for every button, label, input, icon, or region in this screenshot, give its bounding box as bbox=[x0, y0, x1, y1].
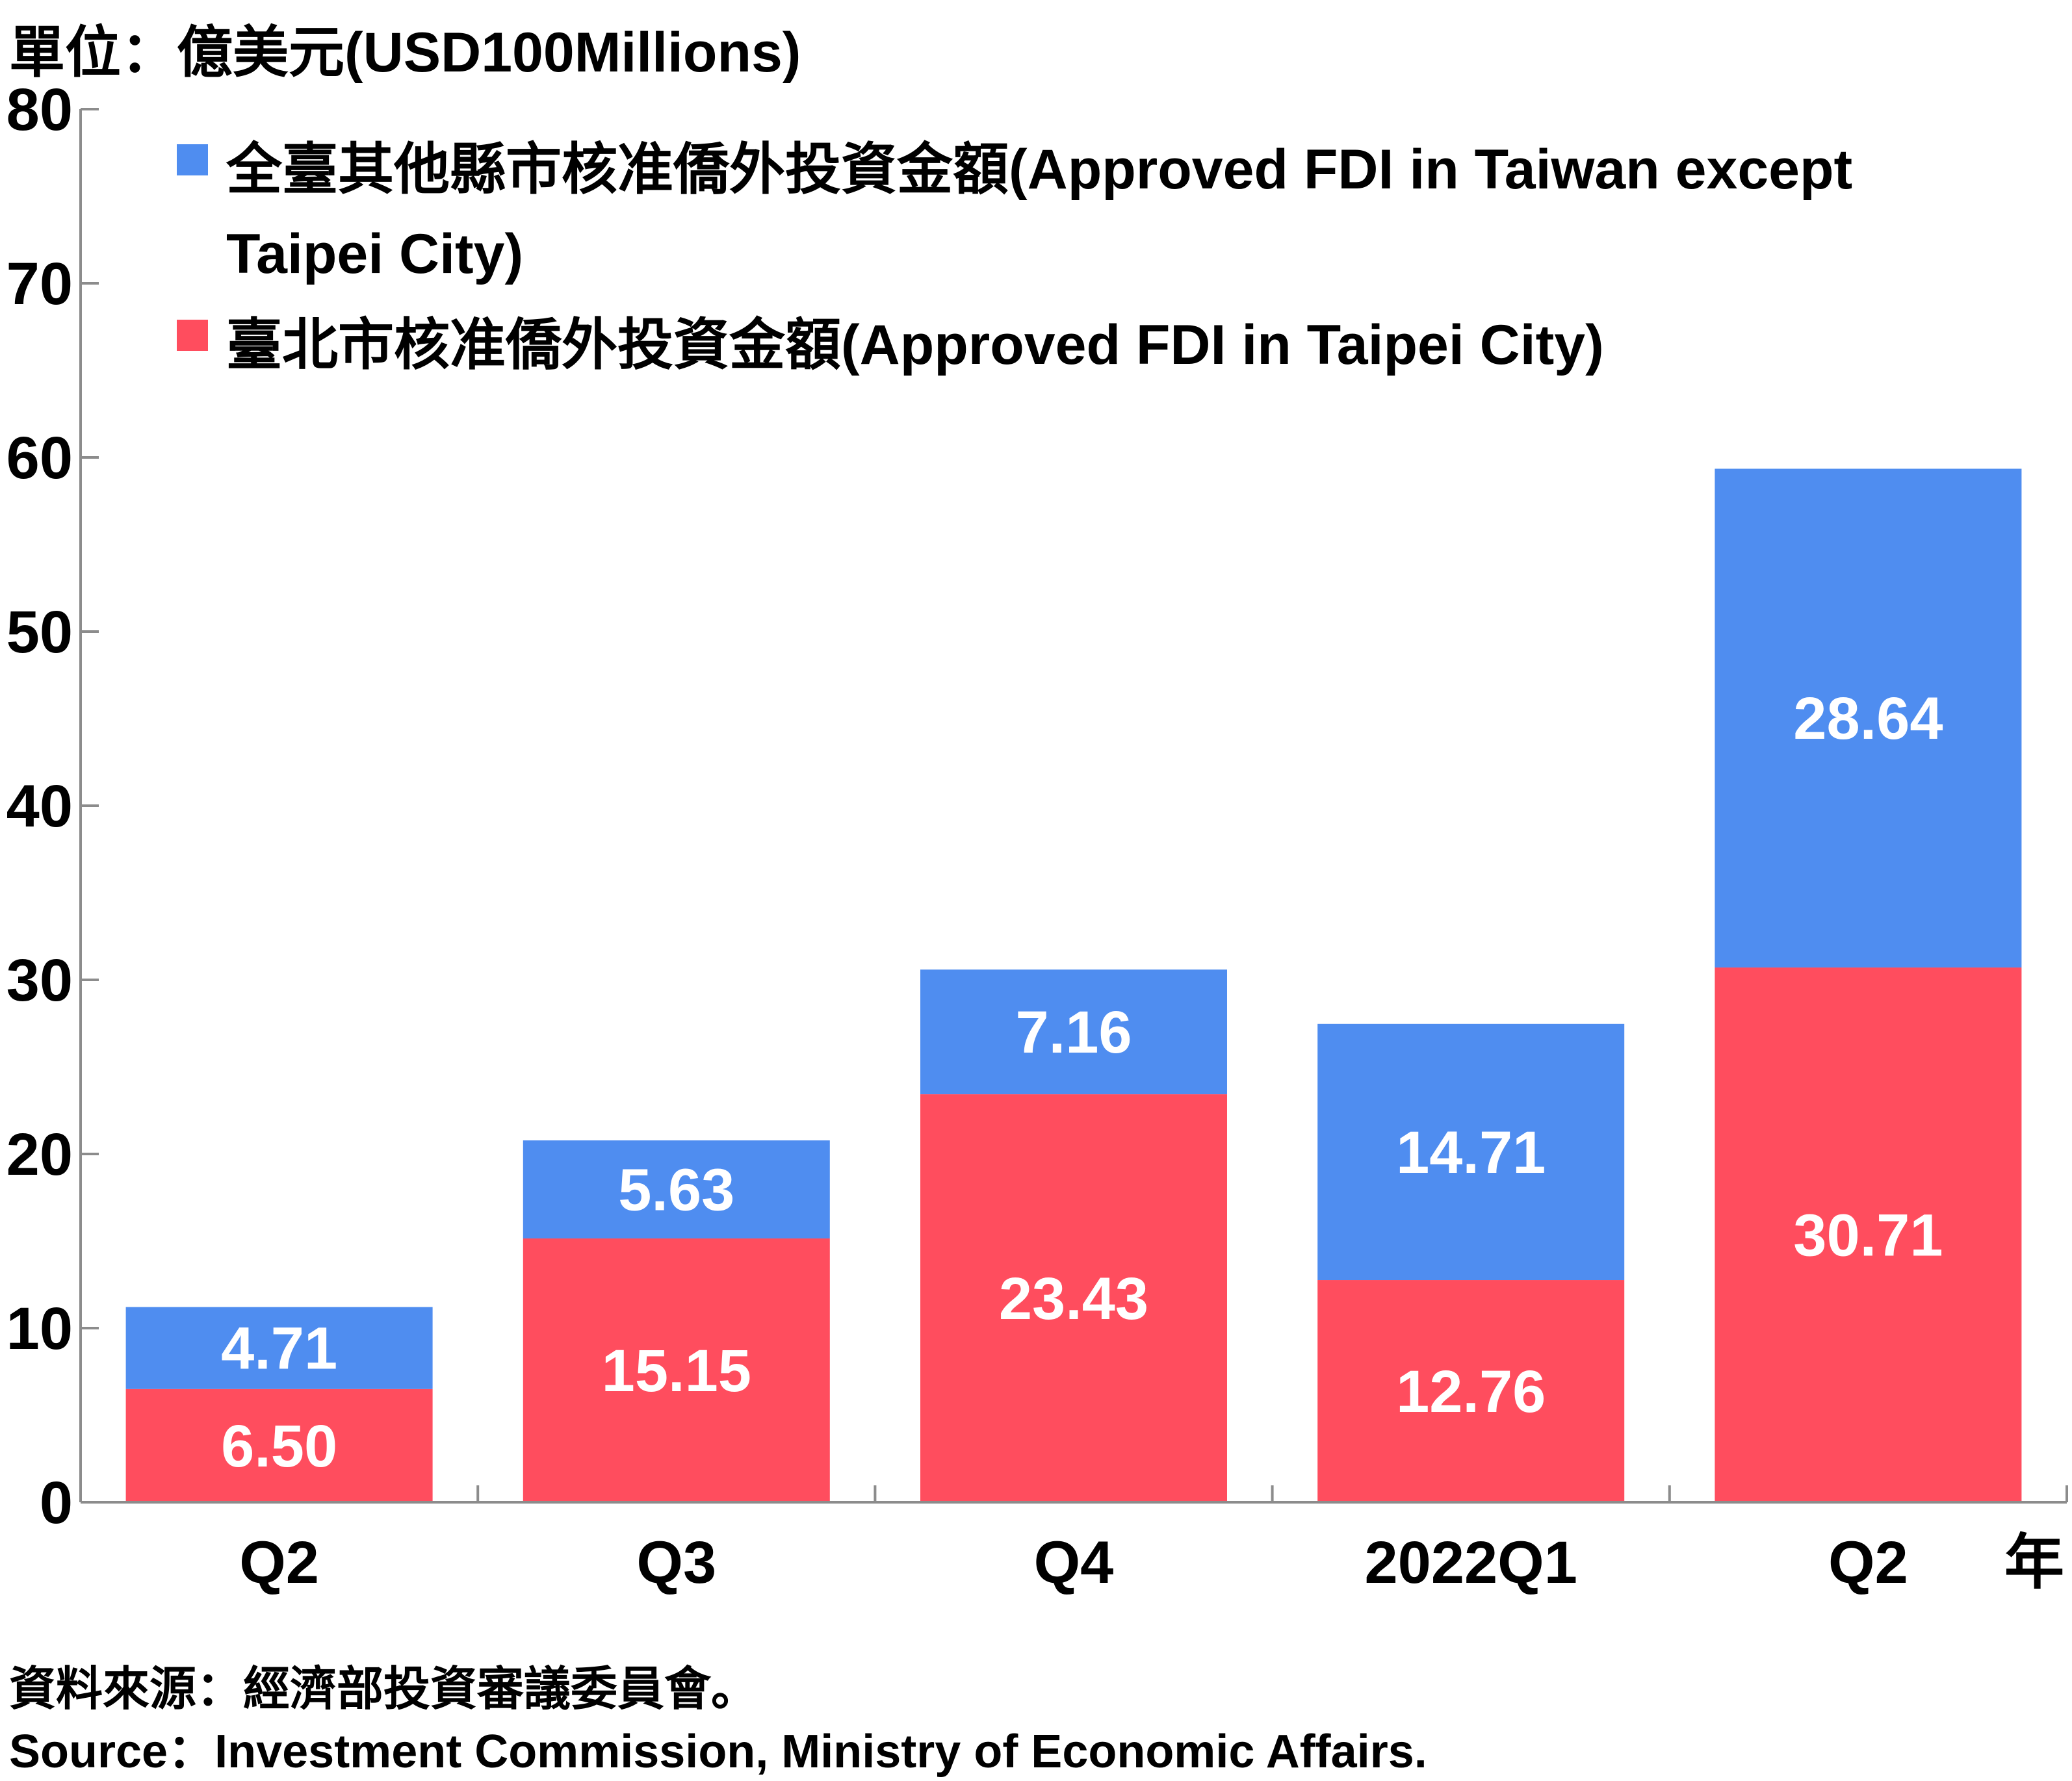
data-label: 30.71 bbox=[1793, 1202, 1943, 1268]
y-tick-label: 50 bbox=[6, 599, 73, 665]
x-tick-label: Q2 bbox=[239, 1530, 319, 1596]
bar-segment bbox=[920, 1094, 1227, 1502]
bar-segment bbox=[523, 1140, 830, 1238]
labels-layer: 6.50 4.71 Q2 15.15 5.63 Q3 23.43 7.16 Q4 12.76 14.… bbox=[6, 77, 2064, 1596]
x-tick-label: Q2 bbox=[1828, 1530, 1908, 1596]
legend-swatch-other bbox=[177, 144, 208, 175]
y-tick-label: 30 bbox=[6, 947, 73, 1014]
source-en: Source：Investment Commission, Ministry o… bbox=[9, 1726, 1427, 1778]
y-tick-label: 80 bbox=[6, 77, 73, 143]
data-label: 5.63 bbox=[618, 1157, 734, 1224]
data-label: 12.76 bbox=[1396, 1359, 1546, 1425]
legend: 全臺其他縣市核准僑外投資金額(Approved FDI in Taiwan ex… bbox=[177, 127, 2062, 387]
legend-swatch-taipei bbox=[177, 320, 208, 351]
x-unit-label: 年 bbox=[2004, 1530, 2064, 1596]
bar-segment bbox=[125, 1389, 433, 1502]
data-label: 7.16 bbox=[1015, 999, 1132, 1066]
bar-segment bbox=[1715, 468, 2022, 967]
axes-layer bbox=[79, 108, 2068, 1504]
data-label: 4.71 bbox=[221, 1316, 337, 1382]
bar-segment bbox=[1715, 967, 2022, 1502]
data-label: 6.50 bbox=[221, 1413, 337, 1480]
bar-segment bbox=[920, 969, 1227, 1095]
y-tick-label: 10 bbox=[6, 1296, 73, 1362]
x-tick-label: Q4 bbox=[1034, 1530, 1114, 1596]
bar-segment bbox=[523, 1238, 830, 1502]
data-label: 15.15 bbox=[602, 1338, 751, 1404]
x-tick-label: 2022Q1 bbox=[1365, 1530, 1577, 1596]
y-tick-label: 60 bbox=[6, 425, 73, 491]
bar-segment bbox=[1317, 1023, 1625, 1281]
y-tick-label: 70 bbox=[6, 251, 73, 317]
legend-label-other-line1: 全臺其他縣市核准僑外投資金額(Approved FDI in Taiwan ex… bbox=[226, 138, 1853, 201]
legend-label-taipei: 臺北市核准僑外投資金額(Approved FDI in Taipei City) bbox=[226, 314, 1604, 376]
data-label: 23.43 bbox=[999, 1266, 1148, 1332]
data-label: 14.71 bbox=[1396, 1120, 1546, 1186]
y-tick-label: 40 bbox=[6, 773, 73, 839]
bar-segment bbox=[1317, 1280, 1625, 1502]
x-tick-label: Q3 bbox=[636, 1530, 716, 1596]
y-tick-label: 20 bbox=[6, 1121, 73, 1188]
legend-label-other-line2: Taipei City) bbox=[226, 223, 524, 285]
unit-label: 單位：億美元(USD100Millions) bbox=[9, 21, 801, 84]
data-label: 28.64 bbox=[1793, 685, 1943, 752]
bars-layer bbox=[125, 468, 2022, 1502]
source-zh: 資料來源：經濟部投資審議委員會。 bbox=[9, 1663, 758, 1715]
bar-segment bbox=[125, 1307, 433, 1389]
y-tick-label: 0 bbox=[40, 1470, 73, 1536]
